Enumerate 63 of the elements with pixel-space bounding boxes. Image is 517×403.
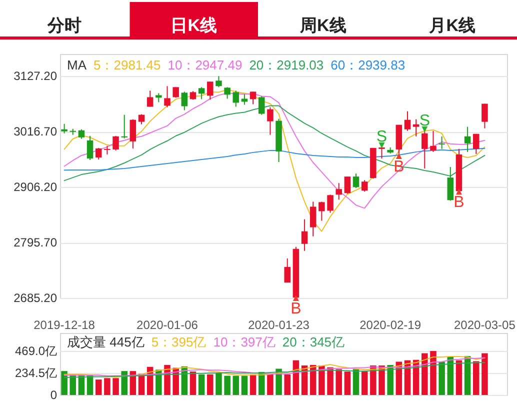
bar (284, 374, 290, 395)
bar (482, 353, 488, 395)
bar (344, 372, 351, 395)
bar (232, 376, 240, 395)
category-label: 周K线 (298, 16, 346, 35)
bar (387, 364, 394, 395)
y-tick-label: 2685.20 (14, 291, 58, 305)
point (378, 142, 385, 148)
bar (61, 371, 68, 395)
bar (216, 372, 222, 395)
bar (430, 351, 436, 395)
bar (422, 353, 428, 395)
bar (318, 365, 325, 395)
data-label: B (454, 194, 464, 212)
bar (95, 380, 102, 395)
text: 10：397亿 (213, 334, 276, 350)
data-label: S (419, 112, 430, 130)
y-tick-label: 2795.70 (14, 236, 58, 250)
data-label: S (376, 128, 388, 146)
bar (250, 374, 256, 395)
category-label: 日K线 (170, 16, 218, 35)
point (456, 188, 462, 195)
bar (198, 374, 205, 395)
data-label: B (290, 300, 302, 318)
point (422, 126, 428, 132)
bar (352, 369, 360, 395)
text: 20：345亿 (282, 334, 345, 350)
bar (267, 374, 274, 395)
text: 5：395亿 (151, 334, 206, 350)
bar (438, 362, 445, 395)
point (292, 295, 299, 301)
x-tick-label: 2020-03-05 (454, 318, 516, 332)
y-tick-label: 234.5亿 (14, 366, 57, 380)
y-tick-label: 3016.70 (14, 124, 58, 138)
tab: 日K线 (130, 2, 258, 39)
bar (336, 369, 342, 395)
bar (327, 367, 334, 395)
x-tick-label: 2019-12-18 (34, 318, 96, 332)
bar (104, 378, 110, 395)
x-tick-label: 2020-01-06 (136, 318, 198, 332)
bar (224, 376, 230, 395)
x-tick-label: 2020-01-23 (248, 318, 310, 332)
bar (164, 364, 170, 395)
point (396, 152, 402, 159)
bar (447, 357, 454, 395)
category-label: 月K线 (428, 16, 476, 35)
bar (473, 361, 480, 395)
bar (361, 372, 368, 395)
line-series (64, 362, 486, 378)
y-tick-label: 0 (50, 388, 58, 402)
y-tick-label: 2906.20 (14, 180, 58, 194)
bar (207, 374, 214, 395)
y-tick-label: 469.0亿 (14, 344, 57, 358)
bar (190, 372, 196, 395)
bar (121, 371, 128, 395)
bar (241, 376, 248, 395)
text: 成交量 445亿 (67, 334, 144, 350)
bar (112, 378, 119, 395)
category-label: 分时 (46, 16, 82, 35)
x-tick-label: 2020-02-19 (360, 318, 422, 332)
y-tick-label: 3127.20 (14, 69, 58, 83)
legend: MA 5：2981.45 10：2947.49 20：2919.03 60：2939.83 (67, 58, 406, 72)
bar (456, 360, 462, 395)
